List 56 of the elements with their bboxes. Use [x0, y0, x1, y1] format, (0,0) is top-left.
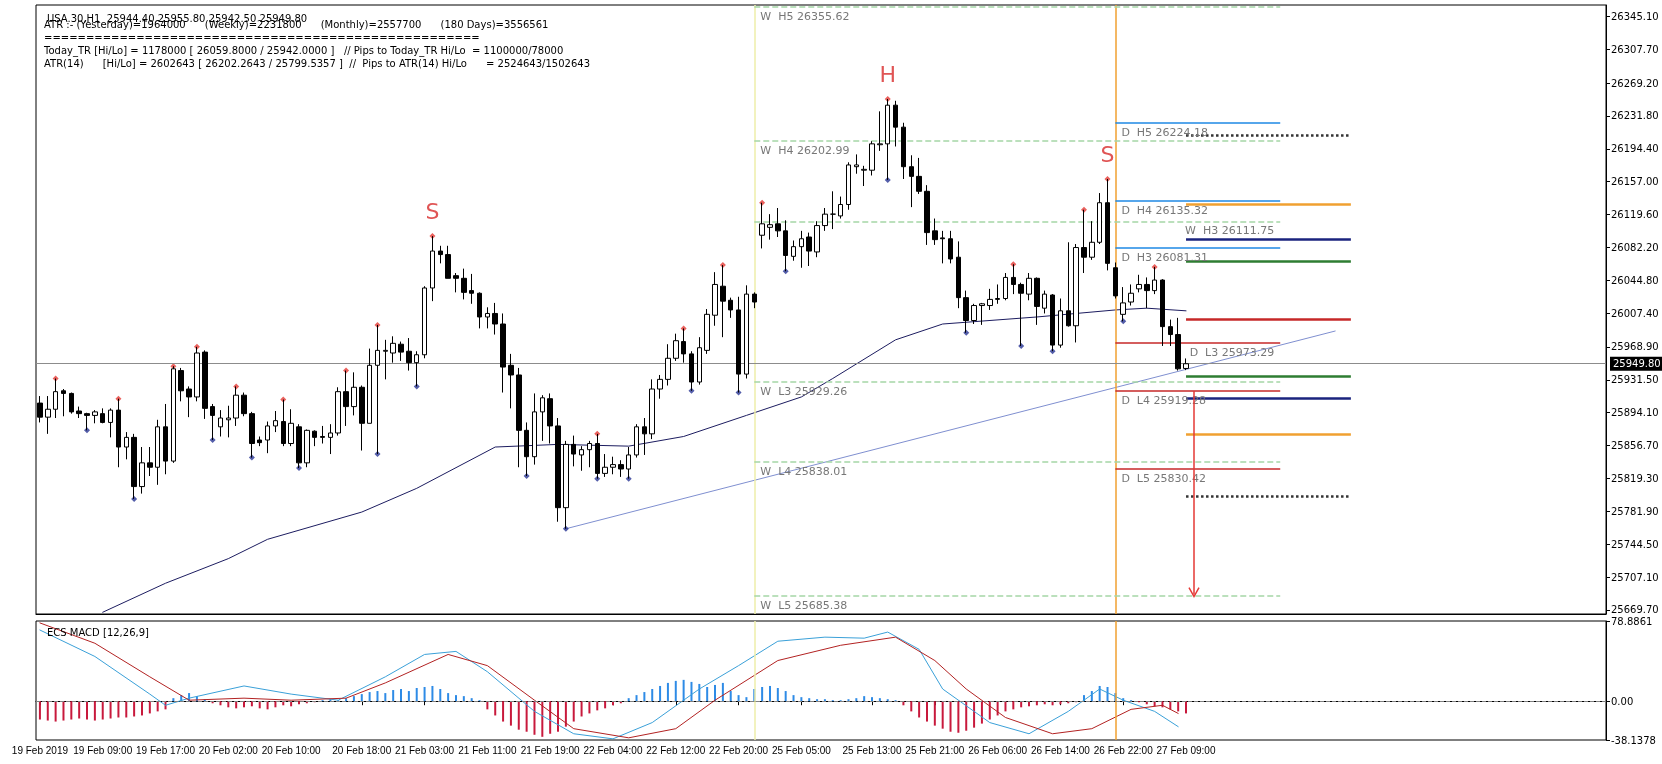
x-tick-label: 25 Feb 05:00 — [771, 744, 832, 756]
y-tick-label: 25931.50 — [1611, 374, 1659, 386]
annotation: S — [1100, 141, 1115, 167]
ref-line-label: D H3 26081.31 — [1121, 251, 1209, 265]
ref-line-label: W H4 26202.99 — [760, 144, 850, 158]
x-tick-label: 26 Feb 22:00 — [1093, 744, 1154, 756]
x-tick-label: 26 Feb 06:00 — [968, 744, 1028, 756]
y-tick-label: 26345.10 — [1611, 10, 1659, 22]
x-tick-label: 26 Feb 14:00 — [1030, 744, 1091, 756]
annotation: Today_TR [Hi/Lo] = 1178000 [ 26059.8000 / 25942.0000 ] // Pips to Today_TR Hi/Lo = 1100000/78000 — [43, 44, 564, 57]
y-tick-label: 78.8861 — [1611, 615, 1653, 627]
y-tick-label: 26269.20 — [1611, 77, 1659, 89]
x-tick-label: 19 Feb 17:00 — [136, 744, 196, 756]
y-tick-label: 26007.40 — [1611, 307, 1659, 319]
annotation: H — [879, 61, 896, 87]
y-tick-label: 26044.80 — [1611, 274, 1659, 286]
x-tick-label: 27 Feb 09:00 — [1156, 744, 1216, 756]
text: ECS MACD [12,26,9] — [47, 626, 150, 638]
ref-line-label: W L5 25685.38 — [760, 599, 848, 613]
ref-line-label: D H4 26135.32 — [1121, 203, 1209, 217]
x-tick-label: 22 Feb 12:00 — [646, 744, 706, 756]
ref-line-label: W H3 26111.75 — [1185, 224, 1275, 238]
x-tick-label: 25 Feb 21:00 — [905, 744, 965, 756]
y-tick-label: 26082.20 — [1611, 241, 1659, 253]
y-tick-label: 25781.90 — [1611, 505, 1659, 517]
y-tick-label: 26157.00 — [1611, 176, 1659, 188]
x-tick-label: 21 Feb 19:00 — [520, 744, 581, 756]
y-tick-label: 25744.50 — [1611, 538, 1659, 550]
ref-line-label: D H5 26224.18 — [1121, 125, 1209, 139]
y-tick-label: 25894.10 — [1611, 407, 1659, 419]
x-tick-label: 25 Feb 13:00 — [842, 744, 902, 756]
y-tick-label: 26231.80 — [1611, 110, 1659, 122]
y-tick-label: 25968.90 — [1611, 341, 1659, 353]
y-tick-label: 25707.10 — [1611, 571, 1659, 583]
y-tick-label: 25819.30 — [1611, 472, 1659, 484]
x-tick-label: 19 Feb 09:00 — [73, 744, 133, 756]
x-tick-label: 22 Feb 04:00 — [583, 744, 643, 756]
ref-line-label: W H5 26355.62 — [760, 10, 850, 24]
x-tick-label: 19 Feb 2019 — [11, 744, 69, 756]
x-tick-label: 20 Feb 02:00 — [198, 744, 259, 756]
y-tick-label: 26307.70 — [1611, 43, 1659, 55]
x-tick-label: 22 Feb 20:00 — [709, 744, 769, 756]
y-tick-label: 25669.70 — [1611, 604, 1659, 616]
y-tick-label: 26194.40 — [1611, 143, 1659, 155]
y-tick-label: 0.00 — [1611, 695, 1634, 707]
x-tick-label: 20 Feb 10:00 — [261, 744, 322, 756]
x-tick-label: 21 Feb 11:00 — [458, 744, 517, 756]
y-tick-label: -38.1378 — [1611, 734, 1656, 746]
y-tick-label: 25856.70 — [1611, 440, 1659, 452]
y-tick-label: 26119.60 — [1611, 209, 1659, 220]
x-tick-label: 20 Feb 18:00 — [332, 744, 392, 756]
ref-line-label: 25949.80 — [1613, 358, 1661, 370]
annotation: ATR(14) [Hi/Lo] = 2602643 [ 26202.2643 / 25799.5357 ] // Pips to ATR(14) Hi/Lo = 2524643/1502643 — [44, 57, 590, 69]
x-tick-label: 21 Feb 03:00 — [395, 744, 455, 756]
annotation: S — [425, 198, 440, 224]
annotation: ==================================================== — [44, 31, 480, 43]
